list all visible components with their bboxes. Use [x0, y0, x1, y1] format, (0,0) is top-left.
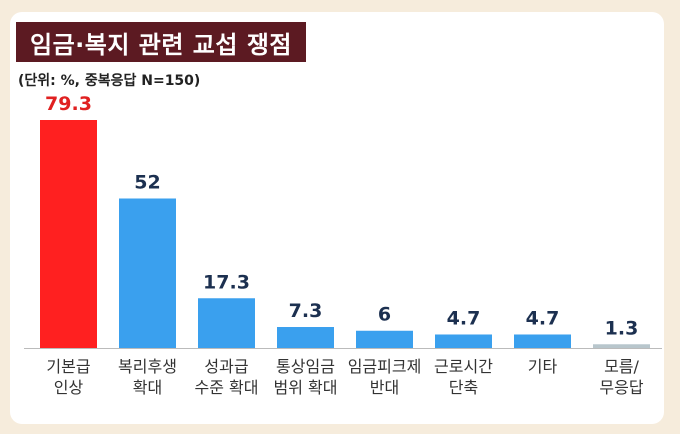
category-label-7-1: 무응답 [599, 378, 643, 397]
value-label-3: 7.3 [289, 300, 323, 322]
value-label-1: 52 [134, 171, 160, 193]
category-label-6-0: 기타 [528, 357, 558, 376]
chart-subtitle: (단위: %, 중복응답 N=150) [18, 73, 201, 89]
category-label-1-0: 복리후생 [118, 357, 177, 376]
bar-4 [356, 330, 413, 348]
bar-7 [593, 344, 650, 348]
value-label-7: 1.3 [605, 317, 639, 339]
bar-1 [119, 198, 176, 348]
title-banner: 임금·복지 관련 교섭 쟁점 [16, 22, 306, 62]
bar-0 [40, 120, 97, 348]
chart-title: 임금·복지 관련 교섭 쟁점 [30, 30, 292, 59]
value-label-2: 17.3 [203, 271, 250, 293]
value-label-6: 4.7 [526, 307, 560, 329]
category-label-5-1: 단축 [449, 378, 478, 397]
value-label-0: 79.3 [45, 93, 92, 115]
bar-3 [277, 327, 334, 348]
category-label-1-1: 확대 [133, 378, 162, 397]
value-label-4: 6 [378, 304, 391, 326]
category-label-2-1: 수준 확대 [195, 378, 259, 397]
category-label-2-0: 성과급 [204, 357, 248, 376]
category-label-0-0: 기본급 [46, 357, 90, 376]
bar-5 [435, 334, 492, 348]
category-label-3-1: 범위 확대 [274, 378, 338, 397]
category-label-7-0: 모름/ [604, 357, 639, 376]
value-label-5: 4.7 [447, 307, 481, 329]
bar-2 [198, 298, 255, 348]
category-label-4-1: 반대 [370, 378, 399, 397]
category-label-4-0: 임금피크제 [348, 357, 422, 376]
category-label-0-1: 인상 [54, 378, 84, 397]
bar-6 [514, 334, 571, 348]
category-label-3-0: 통상임금 [276, 357, 335, 376]
category-label-5-0: 근로시간 [434, 357, 493, 376]
